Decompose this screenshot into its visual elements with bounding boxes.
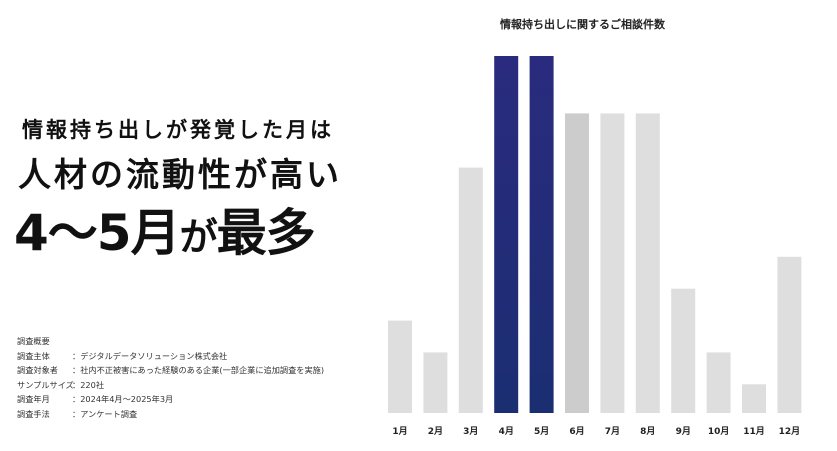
x-tick-label: 4月	[499, 426, 514, 437]
x-tick-label: 6月	[569, 426, 584, 437]
x-tick-label: 3月	[463, 426, 478, 437]
x-axis-labels: 1月 2月 3月 4月 5月 6月 7月 8月 9月 10月 11月 12月	[392, 426, 800, 437]
x-tick-label: 9月	[676, 426, 691, 437]
survey-value: ：2024年4月〜2025年3月	[72, 394, 174, 405]
bar-3月	[458, 167, 483, 413]
survey-value: ：社内不正被害にあった経験のある企業(一部企業に追加調査を実施)	[72, 365, 325, 376]
survey-value: ：アンケート調査	[72, 408, 138, 419]
x-tick-label: 1月	[392, 426, 407, 437]
x-tick-label: 8月	[640, 426, 655, 437]
x-tick-label: 5月	[534, 426, 549, 437]
survey-key: サンプルサイズ	[17, 379, 74, 390]
bar-4月	[494, 56, 519, 413]
bar-10月	[706, 352, 731, 413]
bar-9月	[671, 288, 696, 413]
survey-row: 調査主体 ：デジタルデータソリューション株式会社	[17, 349, 324, 364]
bar-5月	[529, 56, 554, 413]
survey-key: 調査手法	[17, 408, 50, 419]
survey-value: ：220社	[72, 379, 105, 390]
survey-key: 調査年月	[17, 394, 50, 405]
bar-7月	[600, 113, 625, 414]
x-tick-label: 10月	[708, 426, 730, 437]
survey-key: 調査対象者	[17, 365, 58, 376]
x-tick-label: 12月	[779, 426, 801, 437]
survey-key: 調査主体	[17, 350, 50, 361]
bar-2月	[423, 352, 448, 413]
headline-line2: 人材の流動性が高い	[18, 155, 342, 194]
x-tick-label: 2月	[428, 426, 443, 437]
survey-heading: 調査概要	[17, 336, 50, 346]
bar-12月	[777, 256, 802, 413]
bars-group	[388, 56, 802, 414]
survey-row: 調査対象者 ：社内不正被害にあった経験のある企業(一部企業に追加調査を実施)	[17, 363, 324, 378]
headline-particle: が	[179, 215, 218, 259]
survey-row: サンプルサイズ：220社	[17, 378, 324, 393]
x-tick-label: 7月	[605, 426, 620, 437]
bar-11月	[742, 384, 766, 413]
headline-months: 4〜5月	[14, 204, 181, 262]
chart-title: 情報持ち出しに関するご相談件数	[500, 18, 665, 31]
bar-8月	[635, 113, 660, 414]
survey-summary: 調査概要 調査主体 ：デジタルデータソリューション株式会社 調査対象者 ：社内不正被…	[17, 334, 324, 422]
headline-line1: 情報持ち出しが発覚した月は	[22, 118, 334, 142]
survey-row: 調査年月 ：2024年4月〜2025年3月	[17, 392, 324, 407]
headline-most: 最多	[216, 204, 316, 262]
bar-6月	[565, 113, 589, 414]
bar-1月	[388, 320, 412, 413]
x-tick-label: 11月	[743, 426, 765, 437]
survey-row: 調査手法 ：アンケート調査	[17, 407, 324, 422]
survey-value: ：デジタルデータソリューション株式会社	[72, 350, 228, 361]
headline-line3: 4〜5月が最多	[14, 193, 316, 265]
